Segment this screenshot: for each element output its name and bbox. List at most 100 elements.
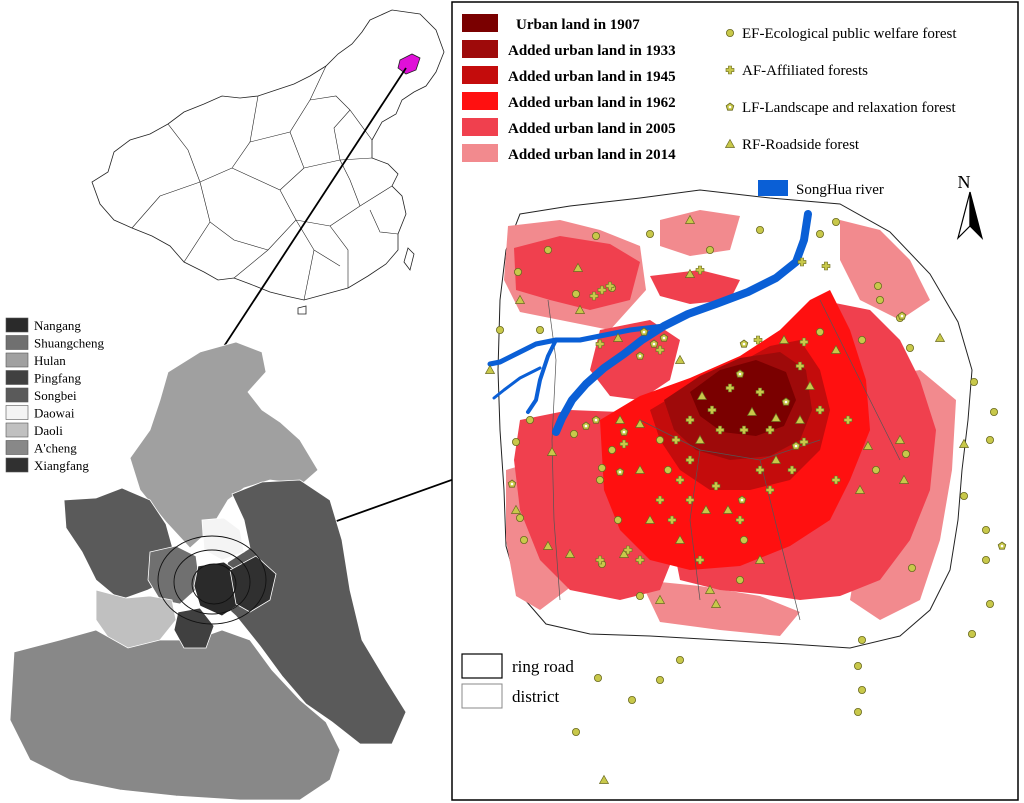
forest-point-circle (536, 325, 545, 334)
forest-legend-triangle-icon (724, 138, 736, 148)
forest-point-pentagon (639, 327, 649, 336)
forest-point-cross (755, 387, 765, 397)
forest-point-cross (795, 361, 805, 371)
forest-point-cross (753, 335, 763, 345)
forest-point-triangle (684, 268, 696, 278)
forest-legend-label: EF-Ecological public welfare forest (742, 26, 957, 42)
forest-point-circle (854, 708, 863, 717)
forest-point-cross (655, 495, 665, 505)
forest-point-cross (799, 437, 809, 447)
forest-point-cross (655, 345, 665, 355)
forest-point-circle (960, 491, 969, 500)
forest-point-circle (572, 728, 581, 737)
north-arrow-label: N (958, 172, 971, 192)
district-legend-label: Daowai (34, 406, 75, 421)
forest-point-triangle (862, 440, 874, 450)
urban-legend-label: Added urban land in 2014 (508, 147, 676, 163)
forest-point-cross (595, 555, 605, 565)
district-swatch-5 (5, 405, 29, 420)
forest-point-triangle (754, 554, 766, 564)
forest-point-circle (874, 281, 883, 290)
forest-point-pentagon (791, 441, 801, 450)
forest-legend-pentagon-icon (725, 102, 735, 111)
harbin-ring-roads (157, 535, 267, 625)
forest-point-circle (982, 526, 991, 535)
district-legend-label: Songbei (34, 388, 77, 403)
forest-point-cross (685, 495, 695, 505)
urban-swatch-2 (462, 66, 498, 84)
forest-point-cross (821, 261, 831, 271)
forest-point-cross (755, 465, 765, 475)
forest-point-circle (706, 245, 715, 254)
forest-point-circle (512, 437, 521, 446)
forest-point-triangle (612, 332, 624, 342)
district-swatch-3 (5, 370, 29, 385)
forest-point-cross (787, 465, 797, 475)
forest-point-triangle (674, 534, 686, 544)
forest-point-circle (736, 576, 745, 585)
forest-point-circle (544, 245, 553, 254)
forest-type-legend: EF-Ecological public welfare forest AF-Af… (724, 26, 957, 153)
forest-point-triangle (700, 504, 712, 514)
forest-point-circle (614, 516, 623, 525)
forest-point-triangle (634, 418, 646, 428)
forest-point-circle (646, 229, 655, 238)
forest-point-cross (675, 475, 685, 485)
forest-point-circle (986, 600, 995, 609)
forest-point-cross (765, 425, 775, 435)
district-legend-label: A'cheng (34, 441, 77, 456)
forest-point-triangle (770, 412, 782, 422)
taiwan (403, 247, 415, 271)
forest-point-triangle (614, 414, 626, 424)
forest-point-circle (986, 435, 995, 444)
district-swatch-0 (5, 317, 29, 333)
forest-point-circle (592, 231, 601, 240)
district-swatch-4 (5, 387, 29, 403)
district-label: district (512, 687, 559, 706)
forest-point-circle (816, 327, 825, 336)
forest-point-triangle (514, 294, 526, 304)
forest-point-circle (608, 445, 617, 454)
forest-point-triangle (644, 514, 656, 524)
river-legend-label: SongHua river (796, 182, 884, 198)
heilongjiang-highlight (397, 53, 421, 75)
forest-point-circle (858, 686, 867, 695)
forest-point-triangle (696, 390, 708, 400)
forest-point-cross (843, 415, 853, 425)
forest-point-circle (514, 267, 523, 276)
forest-point-circle (664, 465, 673, 474)
forest-point-cross (685, 455, 695, 465)
ring-road-label: ring road (512, 657, 574, 676)
forest-point-pentagon (591, 415, 601, 424)
forest-points (484, 214, 1007, 784)
river-legend-swatch (758, 180, 788, 196)
north-arrow: N (956, 172, 984, 240)
urban-swatch-1 (462, 40, 498, 58)
forest-point-triangle (546, 446, 558, 456)
forest-point-cross (707, 405, 717, 415)
district-swatch-1 (5, 335, 29, 350)
district-legend-label: Nangang (34, 318, 81, 333)
ring-road-swatch (461, 653, 503, 679)
forest-point-circle (516, 514, 525, 523)
china-overview-map (91, 9, 445, 315)
forest-point-cross (797, 257, 807, 267)
forest-point-triangle (898, 474, 910, 484)
forest-point-cross (671, 435, 681, 445)
forest-point-triangle (694, 434, 706, 444)
forest-point-cross (595, 339, 605, 349)
forest-point-circle (872, 465, 881, 474)
urban-legend-label: Added urban land in 2005 (508, 121, 676, 137)
urban-land-legend: Urban land in 1907 Added urban land in 19… (462, 14, 676, 163)
urban-swatch-4 (462, 118, 498, 136)
urban-legend-label: Added urban land in 1945 (508, 69, 676, 85)
forest-point-triangle (794, 414, 806, 424)
forest-point-cross (695, 265, 705, 275)
forest-point-circle (858, 335, 867, 344)
forest-legend-label: LF-Landscape and relaxation forest (742, 100, 956, 116)
district-swatch-8 (5, 457, 29, 473)
forest-point-circle (756, 225, 765, 234)
forest-point-pentagon (507, 479, 517, 488)
forest-point-pentagon (635, 351, 645, 360)
